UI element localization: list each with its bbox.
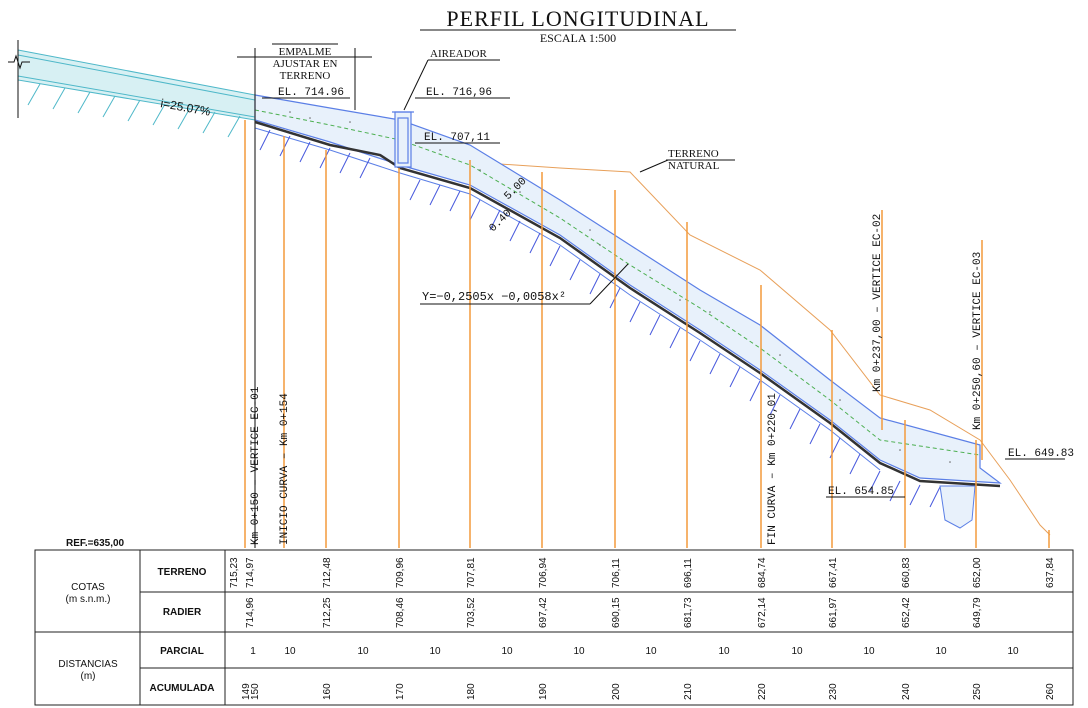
parcial-value: 1 — [250, 646, 256, 657]
terreno-value: 652,00 — [972, 557, 983, 588]
reference-label: REF.=635,00 — [66, 538, 125, 549]
drawing-title: PERFIL LONGITUDINAL — [446, 6, 709, 31]
elevation-707-11: EL. 707,11 — [424, 132, 490, 144]
drawing-subtitle: ESCALA 1:500 — [540, 31, 616, 45]
station-label-ec01: Km 0+150 – VERTICE EC-01 — [250, 386, 262, 545]
acumulada-values: 149 150 160 170 180 190 200 210 220 230 … — [241, 683, 1056, 700]
empalme-label-line-1: EMPALME — [279, 46, 332, 58]
parcial-value: 10 — [645, 646, 657, 657]
acumulada-value: 149 — [241, 683, 252, 700]
parcial-value: 10 — [1007, 646, 1019, 657]
elevation-654-85: EL. 654.85 — [828, 486, 894, 498]
elevation-716-96: EL. 716,96 — [426, 87, 492, 99]
acumulada-value: 200 — [611, 683, 622, 700]
acumulada-value: 230 — [828, 683, 839, 700]
empalme-label-line-2: AJUSTAR EN — [273, 58, 338, 70]
table-row-radier: RADIER — [163, 607, 202, 618]
aireador-label: AIREADOR — [430, 48, 487, 60]
terreno-value: 709,96 — [395, 557, 406, 588]
empalme-label-line-3: TERRENO — [280, 70, 331, 82]
empalme-annotation — [237, 43, 372, 110]
terreno-value: 706,94 — [538, 557, 549, 588]
radier-value: 681,73 — [683, 597, 694, 628]
terreno-values: 715,23 714,97 712,48 709,96 707,81 706,9… — [229, 557, 1056, 588]
terreno-value: 667,41 — [828, 557, 839, 588]
acumulada-value: 250 — [972, 683, 983, 700]
terreno-natural-label-2: NATURAL — [668, 160, 720, 172]
radier-value: 690,15 — [611, 597, 622, 628]
acumulada-value: 180 — [466, 683, 477, 700]
parcial-value: 10 — [357, 646, 369, 657]
acumulada-value: 260 — [1045, 683, 1056, 700]
parcial-value: 10 — [718, 646, 730, 657]
terreno-value: 684,74 — [757, 557, 768, 588]
table-row-acumulada: ACUMULADA — [150, 683, 215, 694]
radier-value: 649,79 — [972, 597, 983, 628]
terreno-value: 707,81 — [466, 557, 477, 588]
acumulada-value: 220 — [757, 683, 768, 700]
radier-value: 703,52 — [466, 597, 477, 628]
radier-value: 661,97 — [828, 597, 839, 628]
parcial-value: 10 — [501, 646, 513, 657]
acumulada-value: 190 — [538, 683, 549, 700]
elevation-714-96: EL. 714.96 — [278, 87, 344, 99]
radier-value: 714,96 — [245, 597, 256, 628]
table-group-cotas-1: COTAS — [71, 582, 105, 593]
radier-value: 697,42 — [538, 597, 549, 628]
parcial-value: 10 — [429, 646, 441, 657]
acumulada-value: 170 — [395, 683, 406, 700]
radier-value: 672,14 — [757, 597, 768, 628]
acumulada-value: 150 — [250, 683, 261, 700]
terreno-value: 696,11 — [683, 558, 694, 588]
table-group-dist-1: DISTANCIAS — [58, 659, 118, 670]
channel-bottom-dark-line — [254, 120, 1001, 488]
table-row-parcial: PARCIAL — [160, 646, 204, 657]
aerator-structure — [392, 111, 414, 168]
table-group-dist-2: (m) — [81, 671, 96, 682]
radier-value: 712,25 — [322, 597, 333, 628]
aireador-leader — [403, 59, 500, 111]
curve-equation: Y=−0,2505x −0,0058x² — [422, 290, 566, 304]
concrete-speckle — [289, 111, 951, 463]
channel-green-dashed-line — [254, 109, 981, 456]
acumulada-value: 160 — [322, 683, 333, 700]
ground-hatch — [259, 129, 941, 508]
table-group-cotas-2: (m s.n.m.) — [66, 594, 111, 605]
profile-table — [34, 549, 1074, 706]
terreno-value: 660,83 — [901, 557, 912, 588]
parcial-values: 1 10 10 10 10 10 10 10 10 10 10 10 — [250, 646, 1019, 657]
terreno-value: 715,23 — [229, 557, 240, 588]
parcial-value: 10 — [935, 646, 947, 657]
terreno-value: 706,11 — [611, 558, 622, 588]
station-lines — [244, 120, 1050, 548]
radier-value: 708,46 — [395, 597, 406, 628]
terreno-natural-leader — [639, 159, 669, 173]
radier-value: 652,42 — [901, 597, 912, 628]
terreno-value: 637,84 — [1045, 557, 1056, 588]
terreno-value: 714,97 — [245, 557, 256, 588]
table-row-terreno: TERRENO — [158, 567, 207, 578]
parcial-value: 10 — [573, 646, 585, 657]
terreno-value: 712,48 — [322, 557, 333, 588]
upstream-channel — [8, 40, 256, 138]
parcial-value: 10 — [284, 646, 296, 657]
terreno-natural-label-1: TERRENO — [668, 148, 719, 160]
station-label-fin-curva: FIN CURVA – Km 0+220,01 — [767, 393, 779, 545]
equation-arrow — [589, 263, 629, 305]
acumulada-value: 210 — [683, 683, 694, 700]
elevation-649-83: EL. 649.83 — [1008, 448, 1074, 460]
end-basin — [939, 485, 976, 529]
channel-underside-line — [254, 127, 881, 471]
station-label-ec03: Km 0+250,60 – VERTICE EC-03 — [972, 252, 984, 430]
acumulada-value: 240 — [901, 683, 912, 700]
station-label-ec02: Km 0+237,00 – VERTICE EC-02 — [872, 214, 884, 392]
parcial-value: 10 — [791, 646, 803, 657]
radier-values: 714,96 712,25 708,46 703,52 697,42 690,1… — [245, 597, 983, 628]
parcial-value: 10 — [863, 646, 875, 657]
station-label-inicio-curva: INICIO CURVA – Km 0+154 — [279, 393, 291, 545]
